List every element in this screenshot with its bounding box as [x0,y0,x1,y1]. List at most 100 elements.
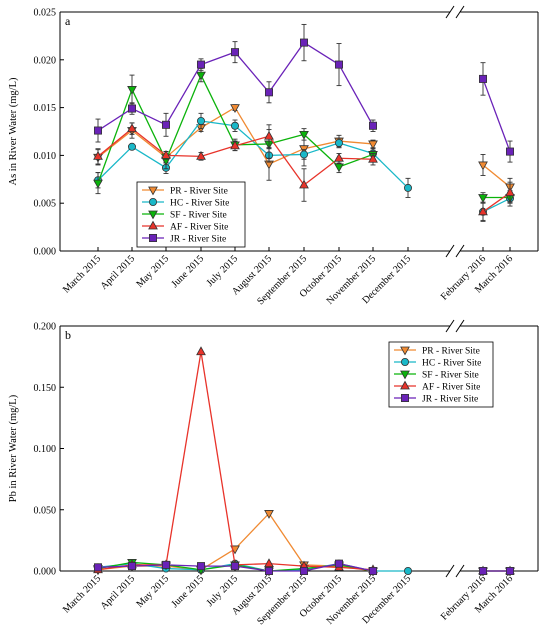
data-point [127,123,137,133]
data-point [478,74,487,83]
data-point [505,187,515,197]
data-point [196,60,205,69]
series-line-segment [268,563,305,567]
data-point [334,138,343,147]
y-tick-label: 0.010 [34,151,57,162]
data-point [334,559,343,568]
axis-break-mark [455,564,465,578]
legend-swatch-marker [400,357,409,366]
series-line-segment [131,564,167,567]
y-tick-label: 0.150 [34,383,57,394]
x-tick-label: June 2015 [169,253,206,290]
series-line-segment [338,64,374,127]
series-line-segment [131,130,167,158]
series-line-segment [200,351,236,565]
data-point [196,346,206,356]
legend-swatch-marker [148,210,158,220]
y-tick-label: 0.100 [34,444,57,455]
series-line-segment [200,74,236,146]
series-line-segment [338,140,374,145]
y-tick-label: 0.005 [34,199,57,210]
series-line-segment [482,78,511,152]
series-line-segment [97,130,133,158]
series-line-segment [268,133,305,145]
data-point [264,88,273,97]
series-line-segment [303,142,340,156]
x-tick-label: March 2015 [61,573,103,615]
series-line-segment [303,157,340,186]
series-line-segment [338,563,374,572]
data-point [161,149,171,159]
series-line-segment [97,146,133,181]
series-line-segment [165,74,202,161]
legend-swatch-marker [148,220,158,230]
series-line-segment [131,146,167,169]
series-line-segment [131,107,167,126]
series-line-segment [234,512,270,550]
data-point [334,163,344,173]
y-tick-label: 0.000 [34,567,57,578]
series-line-segment [200,145,236,157]
series-line-segment [372,153,409,189]
legend-label: SF - River Site [422,371,479,381]
data-point [94,563,103,572]
x-tick-label: May 2015 [134,253,171,290]
legend-swatch-marker [148,197,157,206]
series-line-segment [303,563,340,572]
legend-label: PR - River Site [422,347,480,357]
series-line-segment [97,108,133,132]
legend-label: AF - River Site [170,223,228,233]
axis-break-mark [455,5,465,19]
data-point [264,510,274,519]
series-line-segment [268,153,305,157]
data-point [93,179,103,189]
data-point [196,71,206,81]
series-JR [94,559,514,576]
x-tick-label: June 2015 [169,573,206,610]
data-point [368,153,378,163]
series-line-segment [303,140,340,150]
data-point [230,104,240,114]
data-point [196,150,206,160]
data-point [505,147,514,156]
legend-label: SF - River Site [170,211,227,221]
legend-label: HC - River Site [170,199,229,209]
series-line-segment [200,51,236,66]
series-line-segment [97,128,133,157]
legend-swatch-marker [400,393,409,402]
legend-swatch-marker [148,186,158,196]
series-line-segment [131,89,167,161]
series-line-segment [234,135,270,147]
series-line-segment [234,107,270,165]
data-point [478,194,488,203]
panel-label: b [65,328,71,342]
y-tick-label: 0.015 [34,103,57,114]
x-tick-label: April 2015 [99,573,138,612]
axis-break-mark [455,319,465,333]
series-line-segment [234,51,270,93]
data-point [299,38,308,47]
x-tick-label: May 2015 [134,573,171,610]
chart-panel-b: 0.000 0.050 0.100 0.150 0.200 March 2015April… [8,319,539,627]
series-line-segment [268,42,305,93]
data-point [264,130,274,140]
data-point [403,567,412,576]
series-JR [94,23,514,163]
series-line-segment [165,154,202,158]
series-line-segment [338,157,374,160]
legend-label: JR - River Site [170,235,226,245]
legend-label: AF - River Site [422,383,480,393]
data-point [230,48,239,57]
data-point [299,179,309,189]
data-point [478,161,488,171]
data-point [334,60,343,69]
data-point [230,562,239,571]
legend-label: JR - River Site [422,395,478,405]
series-line-segment [234,563,270,566]
legend-swatch-marker [148,233,157,242]
data-point [299,130,309,140]
data-point [230,140,240,150]
axis-break-mark [445,244,455,258]
series-line-segment [200,107,236,129]
